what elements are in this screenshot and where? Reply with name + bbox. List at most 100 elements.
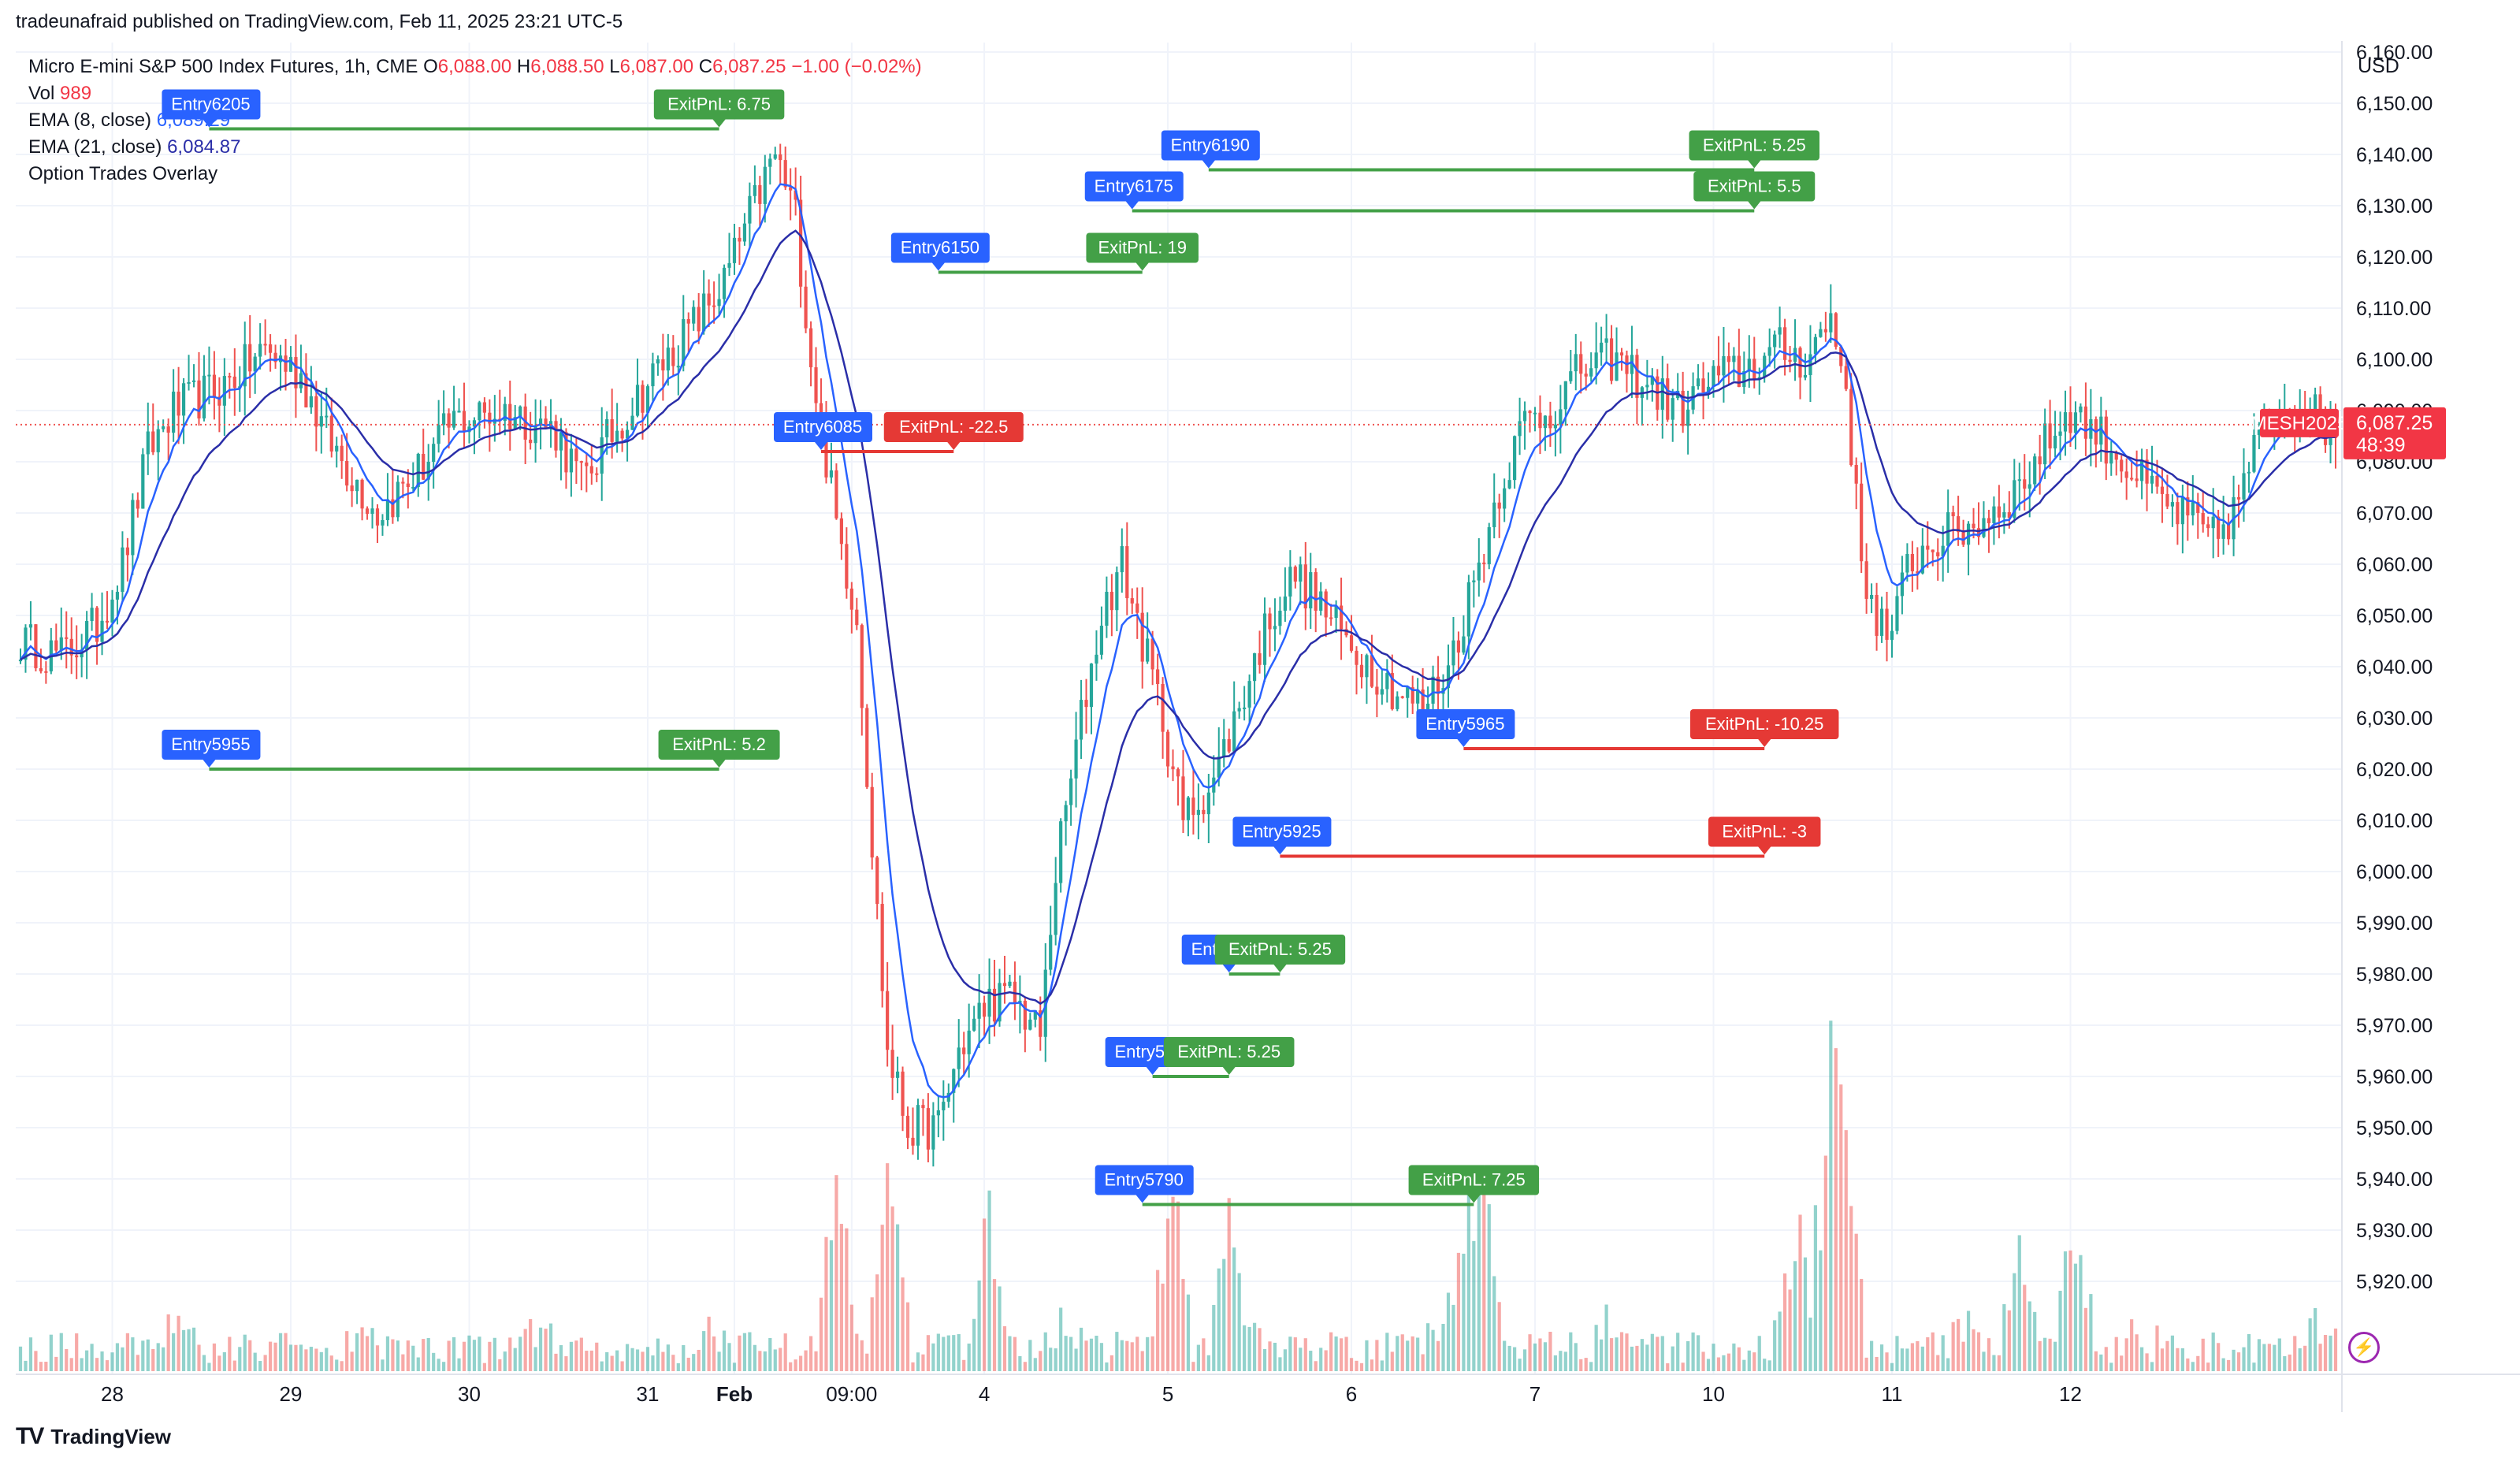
- volume-bar: [967, 1343, 971, 1371]
- volume-bar: [1630, 1346, 1634, 1371]
- volume-bar: [2120, 1355, 2124, 1371]
- volume-bar: [156, 1343, 160, 1371]
- volume-bar: [2013, 1273, 2016, 1371]
- candle-body: [538, 418, 543, 426]
- candle-body: [686, 318, 690, 324]
- volume-bar: [2058, 1290, 2062, 1371]
- volume-bar: [1396, 1336, 1399, 1371]
- volume-bar: [1926, 1337, 1930, 1371]
- volume-bar: [605, 1351, 609, 1371]
- exit-label: ExitPnL: 5.5: [1693, 171, 1816, 210]
- exit-label: ExitPnL: 19: [1086, 232, 1199, 271]
- volume-bar: [1625, 1333, 1629, 1371]
- candle-body: [2155, 475, 2159, 487]
- volume-bar: [656, 1338, 660, 1371]
- volume-bar: [2038, 1340, 2042, 1371]
- volume-bar: [529, 1318, 533, 1371]
- volume-bar: [1890, 1362, 1894, 1371]
- candle-body: [957, 1047, 961, 1069]
- volume-bar: [1574, 1343, 1578, 1371]
- volume-bar: [1931, 1332, 1935, 1371]
- candle-body: [467, 426, 471, 433]
- candle-body: [972, 1018, 976, 1031]
- exit-label-text: ExitPnL: -22.5: [899, 417, 1008, 437]
- candle-body: [314, 396, 318, 427]
- volume-bar: [65, 1349, 69, 1371]
- volume-bar: [2033, 1311, 2037, 1371]
- candle-body: [1522, 411, 1527, 422]
- volume-bar: [1171, 1196, 1175, 1371]
- volume-bar: [1054, 1348, 1057, 1371]
- volume-bar: [1834, 1048, 1838, 1371]
- price-chart[interactable]: Entry6205 ExitPnL: 6.75 Entry6190 ExitPnL: …: [16, 41, 2520, 1412]
- entry-label: Entry6205: [162, 89, 261, 128]
- volume-bar: [1023, 1362, 1027, 1371]
- candle-body: [1196, 809, 1200, 816]
- volume-bar: [1819, 1250, 1823, 1371]
- exit-label-pointer: [1758, 846, 1771, 855]
- candle-body: [253, 356, 257, 372]
- lightning-icon[interactable]: ⚡: [2348, 1332, 2380, 1363]
- candle-body: [370, 508, 374, 514]
- volume-bar: [1431, 1329, 1435, 1371]
- volume-bar: [1987, 1338, 1991, 1371]
- exit-label-box: [1689, 130, 1820, 161]
- candle-body: [1396, 696, 1399, 709]
- volume-bar: [962, 1359, 966, 1371]
- volume-bar: [1716, 1357, 1721, 1371]
- candle-body: [1033, 1010, 1037, 1020]
- volume-bar: [589, 1350, 593, 1371]
- candle-body: [1477, 562, 1481, 581]
- volume-bar: [1237, 1273, 1241, 1371]
- volume-bar: [916, 1352, 920, 1371]
- candle-body: [268, 344, 273, 353]
- volume-bar: [1875, 1356, 1879, 1371]
- volume-bar: [1864, 1357, 1868, 1371]
- candle-body: [554, 421, 558, 451]
- chart-frame[interactable]: Entry6205 ExitPnL: 6.75 Entry6190 ExitPnL: …: [16, 41, 2520, 1412]
- candle-body: [890, 1050, 894, 1078]
- volume-bar: [712, 1336, 716, 1371]
- candle-body: [1722, 355, 1726, 376]
- volume-bar: [1125, 1340, 1129, 1371]
- exit-label-text: ExitPnL: -10.25: [1705, 714, 1823, 734]
- volume-bar: [212, 1343, 217, 1371]
- volume-bar: [1466, 1195, 1470, 1371]
- x-tick-label: 28: [101, 1382, 124, 1406]
- overlay-label[interactable]: Option Trades Overlay: [28, 163, 218, 184]
- volume-bar: [1507, 1345, 1511, 1371]
- candle-body: [1752, 359, 1756, 379]
- candle-body: [1359, 664, 1364, 678]
- ema8-label[interactable]: EMA (8, close): [28, 110, 152, 131]
- candle-body: [100, 620, 104, 642]
- volume-bar: [503, 1351, 507, 1371]
- footer-brand[interactable]: TV TradingView: [16, 1423, 171, 1450]
- volume-bar: [2180, 1348, 2184, 1371]
- ema21-label[interactable]: EMA (21, close): [28, 136, 162, 158]
- exit-label-pointer: [1748, 201, 1761, 210]
- volume-bar: [34, 1351, 38, 1371]
- volume-bar: [768, 1337, 772, 1371]
- candle-body: [1860, 483, 1864, 562]
- candle-body: [1049, 935, 1053, 970]
- volume-bar: [2333, 1328, 2338, 1371]
- volume-bar: [49, 1334, 53, 1371]
- exit-label-text: ExitPnL: 19: [1098, 238, 1187, 258]
- volume-bar: [2226, 1359, 2231, 1371]
- candle-body: [34, 624, 38, 668]
- high-label: H: [516, 56, 531, 77]
- volume-label[interactable]: Vol: [28, 83, 55, 104]
- volume-bar: [1390, 1351, 1394, 1371]
- volume-bar: [1043, 1332, 1047, 1371]
- candle-body: [162, 426, 165, 429]
- exit-label-pointer: [947, 442, 961, 450]
- candle-body: [1329, 617, 1333, 619]
- y-tick-label: 5,980.00: [2356, 964, 2433, 986]
- entry-label-box: [1161, 130, 1260, 161]
- volume-bar: [1156, 1270, 1160, 1371]
- symbol-title[interactable]: Micro E-mini S&P 500 Index Futures, 1h, …: [28, 56, 418, 77]
- candle-body: [2007, 512, 2011, 518]
- exit-label-box: [1708, 816, 1821, 847]
- volume-bar: [1258, 1328, 1262, 1371]
- candle-body: [1931, 549, 1935, 552]
